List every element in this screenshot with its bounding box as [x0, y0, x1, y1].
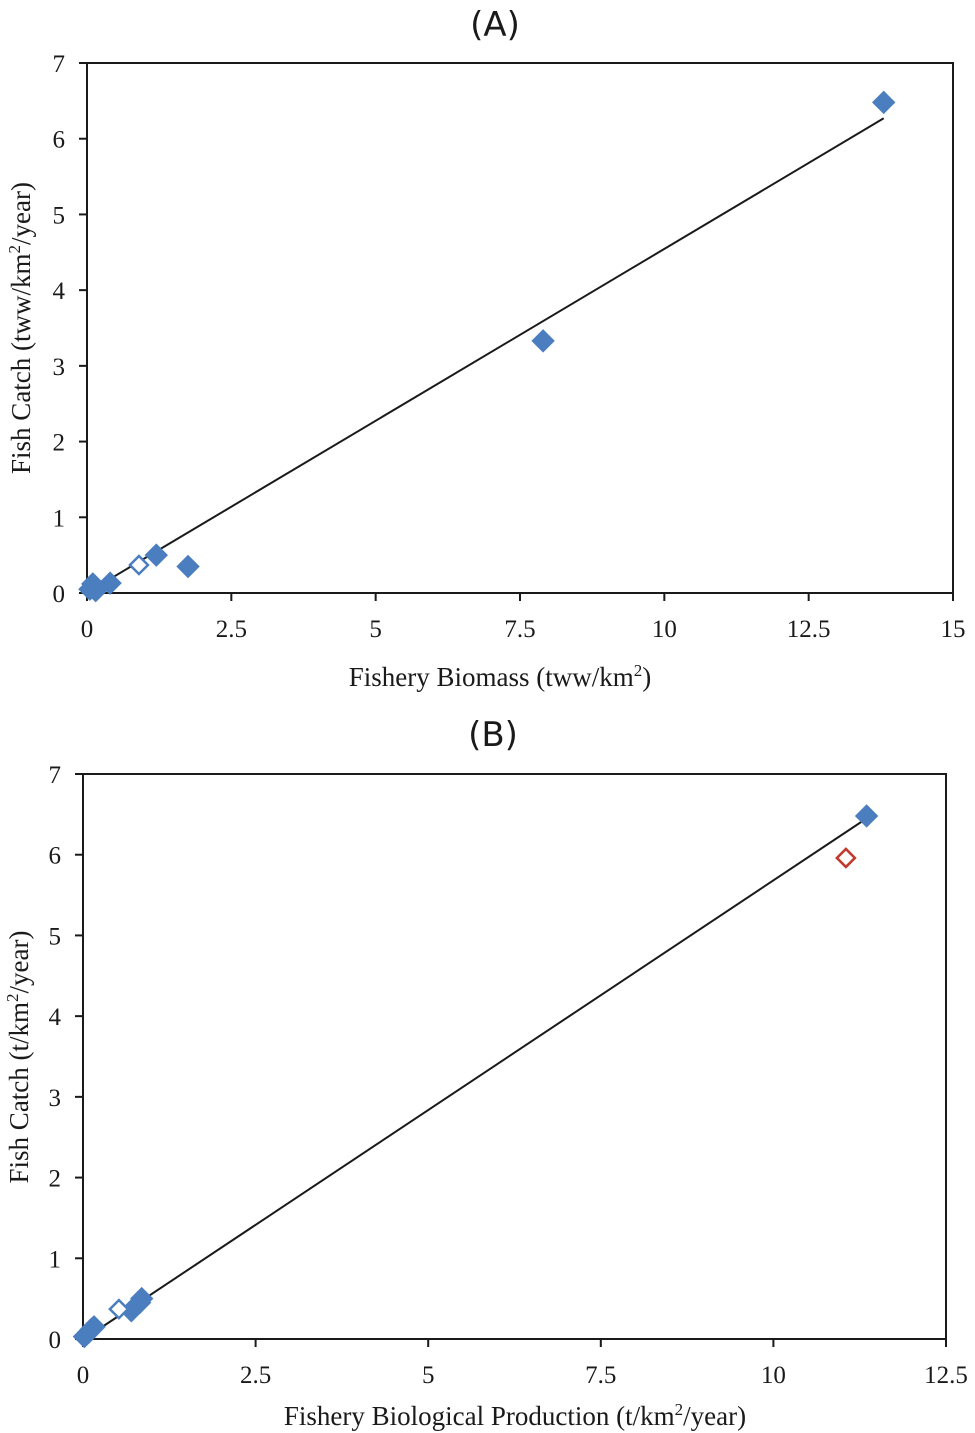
chart-panel-b: (B) 0 2.5 5 7.5 10 12.5 0 1 2 3 4 5 6 7 Fishery Biol… [3, 715, 968, 1431]
y-axis-b: 0 1 2 3 4 5 6 7 [49, 762, 83, 1354]
data-point-diamond [98, 571, 122, 595]
x-tick-label: 5 [369, 616, 382, 643]
chart-title-a: (A) [470, 5, 520, 45]
x-tick-label: 5 [422, 1362, 435, 1389]
y-tick-label: 3 [49, 1085, 62, 1112]
x-tick-label: 10 [761, 1362, 786, 1389]
trend-line-b [85, 817, 868, 1339]
x-tick-label: 0 [81, 616, 94, 643]
data-point-diamond [531, 329, 555, 353]
y-tick-label: 1 [53, 505, 66, 532]
data-point-diamond [176, 554, 200, 579]
y-tick-label: 0 [49, 1327, 62, 1354]
data-point-diamond [872, 90, 896, 115]
trend-line-a [92, 117, 885, 591]
x-tick-label: 0 [77, 1362, 90, 1389]
data-point-diamond [82, 1315, 106, 1339]
x-axis-label-a: Fishery Biomass (tww/km2) [349, 661, 652, 692]
y-tick-label: 3 [53, 354, 66, 381]
chart-title-b: (B) [468, 715, 518, 755]
y-tick-label: 4 [49, 1004, 62, 1031]
y-tick-label: 2 [49, 1166, 62, 1193]
y-tick-label: 5 [53, 202, 66, 229]
data-point-diamond [129, 1286, 154, 1311]
y-tick-label: 7 [49, 762, 62, 789]
x-tick-label: 2.5 [240, 1362, 271, 1389]
x-tick-label: 10 [652, 616, 677, 643]
data-point-open-diamond [835, 847, 857, 869]
y-tick-label: 6 [53, 127, 66, 154]
x-tick-label: 15 [941, 616, 966, 643]
x-axis-label-b: Fishery Biological Production (t/km2/yea… [284, 1400, 746, 1431]
y-tick-label: 1 [49, 1246, 62, 1273]
plot-frame-b [82, 773, 947, 1340]
y-tick-label: 5 [49, 923, 62, 950]
data-points-b [72, 804, 879, 1349]
data-point-diamond [854, 804, 879, 828]
x-tick-label: 7.5 [585, 1362, 616, 1389]
data-point-diamond [144, 543, 168, 567]
y-axis-label-a: Fish Catch (tww/km2/year) [5, 182, 36, 474]
x-axis-a: 0 2.5 5 7.5 10 12.5 15 [81, 593, 966, 643]
data-point-open-diamond [128, 554, 150, 576]
x-axis-b: 0 2.5 5 7.5 10 12.5 [77, 1339, 968, 1389]
x-tick-label: 12.5 [924, 1362, 968, 1389]
y-tick-label: 4 [53, 278, 66, 305]
x-tick-label: 12.5 [787, 616, 831, 643]
y-axis-a: 0 1 2 3 4 5 6 7 [53, 51, 87, 608]
x-tick-label: 7.5 [504, 616, 535, 643]
plot-frame-a [86, 62, 954, 594]
data-points-a [78, 90, 896, 603]
y-tick-label: 6 [49, 843, 62, 870]
chart-panel-a: (A) 0 2.5 5 7.5 10 12.5 15 0 1 2 3 4 5 6 7 Fishery Bi… [5, 5, 966, 692]
y-tick-label: 0 [53, 581, 66, 608]
x-tick-label: 2.5 [216, 616, 247, 643]
y-tick-label: 7 [53, 51, 66, 78]
y-tick-label: 2 [53, 430, 66, 457]
y-axis-label-b: Fish Catch (t/km2/year) [3, 931, 34, 1184]
data-point-open-diamond [108, 1298, 130, 1320]
